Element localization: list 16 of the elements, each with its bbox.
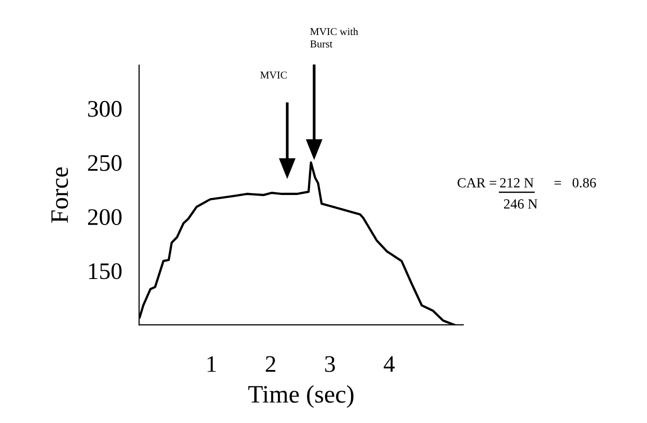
x-tick-label: 1 bbox=[208, 356, 216, 372]
x-axis-title: Time (sec) bbox=[248, 385, 354, 408]
annotation: MVIC bbox=[260, 72, 287, 79]
text: = 0.86 bbox=[554, 178, 596, 188]
x-tick-label: 4 bbox=[384, 356, 395, 372]
y-tick-label: 300 bbox=[88, 100, 122, 117]
annotation: CAR = bbox=[458, 178, 496, 188]
text: 212 N bbox=[500, 178, 534, 188]
text: MVIC with Burst bbox=[310, 28, 358, 48]
y-axis-title: Force bbox=[51, 167, 68, 223]
y-tick-label: 250 bbox=[88, 155, 122, 171]
x-tick-label: 3 bbox=[325, 356, 335, 372]
y-tick-label: 200 bbox=[88, 209, 122, 226]
y-tick-label: 150 bbox=[89, 263, 122, 280]
x-tick-label: 2 bbox=[266, 356, 276, 372]
text: 246 N bbox=[504, 199, 538, 209]
